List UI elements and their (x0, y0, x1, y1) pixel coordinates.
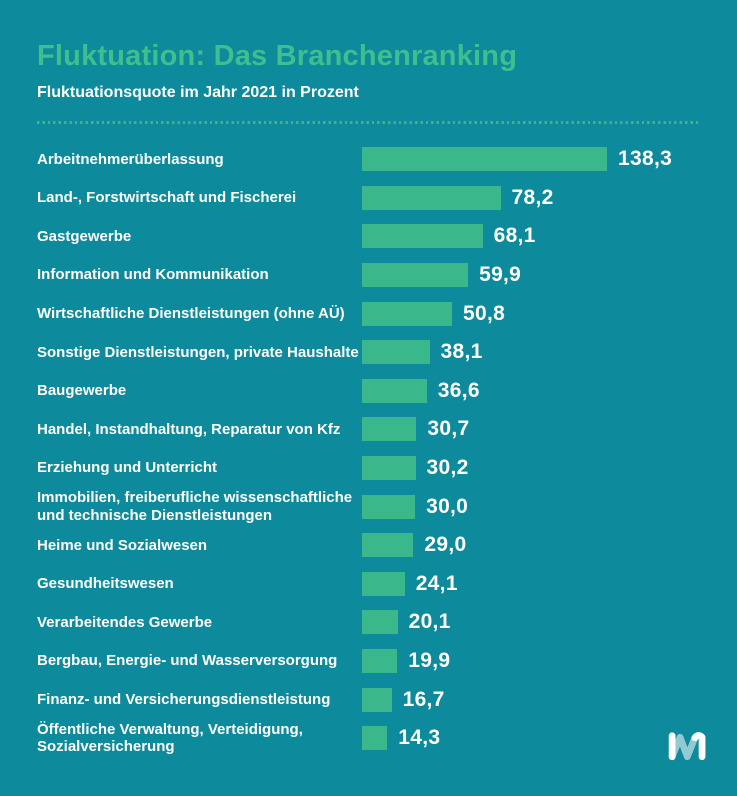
row-value: 16,7 (402, 687, 445, 711)
row-bar (362, 417, 417, 442)
row-bar-area: 38,1 (362, 333, 737, 372)
row-label: Verarbeitendes Gewerbe (37, 613, 213, 631)
ribbon-m-logo-icon (667, 730, 708, 763)
row-value: 14,3 (398, 726, 441, 750)
row-value: 24,1 (415, 571, 458, 595)
page-title: Fluktuation: Das Branchenranking (37, 40, 518, 72)
row-label: Finanz- und Versicherungsdienstleistung (37, 690, 331, 708)
chart-rows: Arbeitnehmerüberlassung 138,3 Land-, For… (0, 140, 737, 758)
chart-row: Erziehung und Unterricht 30,2 (0, 449, 737, 488)
row-value: 20,1 (408, 610, 451, 634)
row-label: Arbeitnehmerüberlassung (37, 150, 224, 168)
chart-row: Verarbeitendes Gewerbe 20,1 (0, 603, 737, 642)
row-value: 29,0 (424, 533, 467, 557)
row-label: Bergbau, Energie- und Wasserversorgung (37, 652, 338, 670)
chart-row: Gesundheitswesen 24,1 (0, 565, 737, 604)
chart-row: Heime und Sozialwesen 29,0 (0, 526, 737, 565)
chart-row: Öffentliche Verwaltung, Verteidigung, So… (0, 719, 737, 758)
row-bar-area: 20,1 (362, 603, 737, 642)
row-label: Baugewerbe (37, 382, 127, 400)
row-label: Sonstige Dienstleistungen, private Haush… (37, 343, 359, 361)
row-label: Wirtschaftliche Dienstleistungen (ohne A… (37, 305, 345, 323)
chart-row: Land-, Forstwirtschaft und Fischerei 78,… (0, 179, 737, 218)
chart-row: Arbeitnehmerüberlassung 138,3 (0, 140, 737, 179)
row-label: Öffentliche Verwaltung, Verteidigung, So… (37, 720, 303, 756)
row-bar-area: 30,2 (362, 449, 737, 488)
row-value: 50,8 (463, 301, 506, 325)
chart-row: Immobilien, freiberufliche wissenschaftl… (0, 487, 737, 526)
row-value: 68,1 (493, 224, 536, 248)
row-bar-area: 36,6 (362, 372, 737, 411)
row-bar (362, 610, 398, 635)
row-bar (362, 571, 405, 596)
chart-row: Finanz- und Versicherungsdienstleistung … (0, 680, 737, 719)
chart-row: Gastgewerbe 68,1 (0, 217, 737, 256)
row-label: Handel, Instandhaltung, Reparatur von Kf… (37, 420, 341, 438)
row-bar (362, 340, 430, 365)
row-bar-area: 24,1 (362, 565, 737, 604)
row-bar-area: 19,9 (362, 642, 737, 681)
row-bar-area: 50,8 (362, 294, 737, 333)
chart-row: Sonstige Dienstleistungen, private Haush… (0, 333, 737, 372)
row-bar (362, 224, 483, 249)
row-bar (362, 378, 427, 403)
chart-row: Baugewerbe 36,6 (0, 372, 737, 411)
row-bar (362, 726, 388, 751)
row-label: Heime und Sozialwesen (37, 536, 208, 554)
row-bar-area: 16,7 (362, 680, 737, 719)
row-bar-area: 78,2 (362, 179, 737, 218)
row-value: 38,1 (440, 340, 483, 364)
row-bar (362, 649, 398, 674)
row-bar (362, 147, 607, 172)
row-label: Gastgewerbe (37, 227, 132, 245)
row-bar (362, 456, 416, 481)
chart-row: Wirtschaftliche Dienstleistungen (ohne A… (0, 294, 737, 333)
chart-subtitle: Fluktuationsquote im Jahr 2021 in Prozen… (37, 84, 359, 101)
dotted-divider (37, 121, 700, 124)
row-bar (362, 687, 392, 712)
row-bar-area: 29,0 (362, 526, 737, 565)
row-bar-area: 59,9 (362, 256, 737, 295)
row-bar-area: 68,1 (362, 217, 737, 256)
row-value: 30,2 (426, 456, 469, 480)
row-bar (362, 301, 452, 326)
row-value: 30,7 (427, 417, 470, 441)
row-bar (362, 533, 414, 558)
chart-row: Handel, Instandhaltung, Reparatur von Kf… (0, 410, 737, 449)
row-label: Immobilien, freiberufliche wissenschaftl… (37, 489, 353, 524)
row-bar-area: 30,0 (362, 487, 737, 526)
row-label: Gesundheitswesen (37, 575, 174, 593)
row-bar (362, 263, 469, 288)
row-label: Information und Kommunikation (37, 266, 269, 284)
row-bar (362, 494, 416, 519)
row-value: 138,3 (618, 147, 673, 171)
row-bar (362, 185, 501, 210)
row-label: Land-, Forstwirtschaft und Fischerei (37, 189, 297, 207)
row-value: 78,2 (511, 185, 554, 209)
chart-row: Information und Kommunikation 59,9 (0, 256, 737, 295)
row-bar-area: 14,3 (362, 719, 737, 758)
row-bar-area: 138,3 (362, 140, 737, 179)
row-bar-area: 30,7 (362, 410, 737, 449)
row-value: 36,6 (437, 378, 480, 402)
row-value: 30,0 (426, 494, 469, 518)
chart-row: Bergbau, Energie- und Wasserversorgung 1… (0, 642, 737, 681)
row-value: 19,9 (408, 649, 451, 673)
row-value: 59,9 (479, 263, 522, 287)
row-label: Erziehung und Unterricht (37, 459, 217, 477)
